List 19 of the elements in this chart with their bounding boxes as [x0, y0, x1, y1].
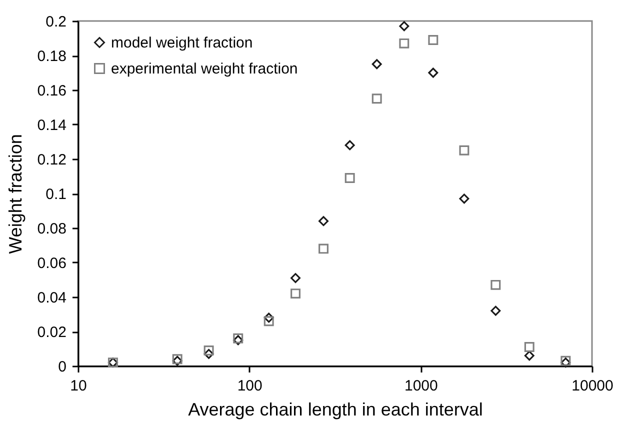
legend-label: experimental weight fraction — [111, 60, 298, 78]
x-tick-label: 100 — [237, 378, 262, 394]
y-tick-label: 0.06 — [37, 255, 66, 272]
y-axis-title: Weight fraction — [5, 134, 26, 254]
y-tick-label: 0.18 — [37, 48, 66, 65]
y-tick-label: 0.16 — [37, 82, 66, 100]
y-tick-label: 0.12 — [37, 152, 66, 168]
y-tick-label: 0.14 — [37, 117, 66, 134]
x-tick-label: 10000 — [572, 378, 614, 394]
legend-label: model weight fraction — [111, 34, 253, 52]
y-tick-label: 0.04 — [37, 290, 66, 306]
x-tick-label: 10 — [70, 378, 87, 394]
y-tick-label: 0.08 — [37, 220, 66, 238]
y-tick-label: 0 — [58, 358, 66, 376]
y-tick-label: 0.02 — [37, 324, 66, 341]
x-tick-label: 1000 — [404, 378, 438, 394]
y-tick-label: 0.2 — [46, 14, 66, 30]
y-tick-label: 0.1 — [46, 186, 66, 203]
x-axis-title: Average chain length in each interval — [188, 400, 483, 420]
